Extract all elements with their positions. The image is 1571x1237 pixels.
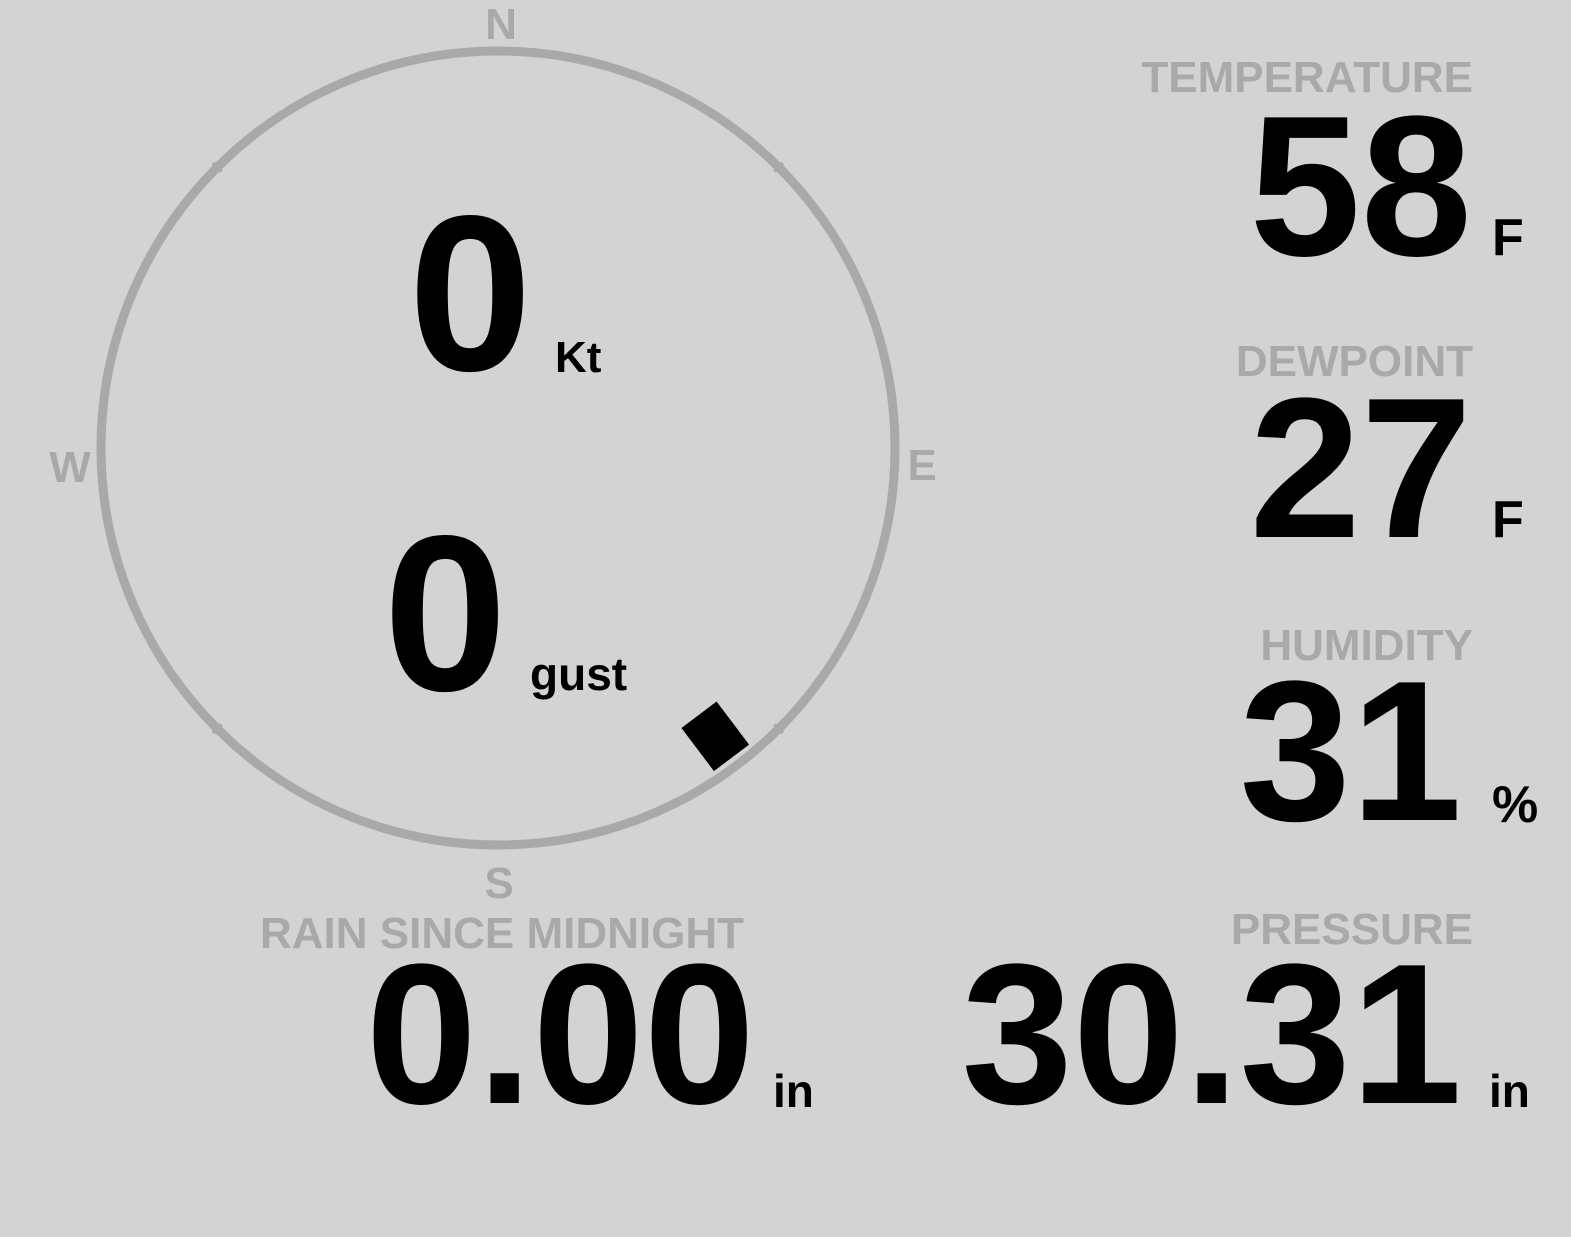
rain-panel: RAIN SINCE MIDNIGHT 0.00 in [260, 909, 814, 1146]
dewpoint-value: 27 [1250, 357, 1472, 580]
compass-ring [96, 46, 900, 850]
pressure-label: PRESSURE [1231, 905, 1473, 954]
compass-east: E [907, 441, 936, 490]
dewpoint-label: DEWPOINT [1236, 337, 1473, 386]
temperature-label: TEMPERATURE [1141, 53, 1473, 102]
dewpoint-unit: F [1492, 491, 1524, 549]
rain-label: RAIN SINCE MIDNIGHT [260, 909, 744, 958]
wind-speed-value: 0 [409, 170, 532, 418]
compass-tick [211, 723, 223, 735]
wind-gust-value: 0 [384, 490, 507, 738]
rain-value: 0.00 [366, 923, 755, 1146]
humidity-label: HUMIDITY [1260, 621, 1473, 670]
wind-direction-marker [681, 701, 750, 772]
compass-south: S [484, 859, 513, 908]
compass-ticks [211, 161, 785, 735]
compass-west: W [49, 443, 91, 492]
humidity-value: 31 [1240, 640, 1462, 863]
pressure-unit: in [1489, 1065, 1530, 1117]
temperature-value: 58 [1250, 75, 1472, 298]
rain-unit: in [773, 1065, 814, 1117]
temperature-unit: F [1492, 209, 1524, 267]
wind-speed-unit: Kt [555, 333, 602, 382]
compass-tick [773, 161, 785, 173]
pressure-value: 30.31 [962, 923, 1463, 1146]
humidity-panel: HUMIDITY 31 % [1240, 621, 1539, 863]
dewpoint-panel: DEWPOINT 27 F [1236, 337, 1524, 580]
wind-gust-unit: gust [530, 648, 627, 700]
wind-compass: N E S W 0 Kt 0 gust [49, 0, 936, 908]
compass-tick [211, 161, 223, 173]
pressure-panel: PRESSURE 30.31 in [962, 905, 1530, 1146]
temperature-panel: TEMPERATURE 58 F [1141, 53, 1523, 298]
compass-north: N [485, 0, 517, 49]
compass-tick [773, 723, 785, 735]
humidity-unit: % [1492, 776, 1538, 834]
